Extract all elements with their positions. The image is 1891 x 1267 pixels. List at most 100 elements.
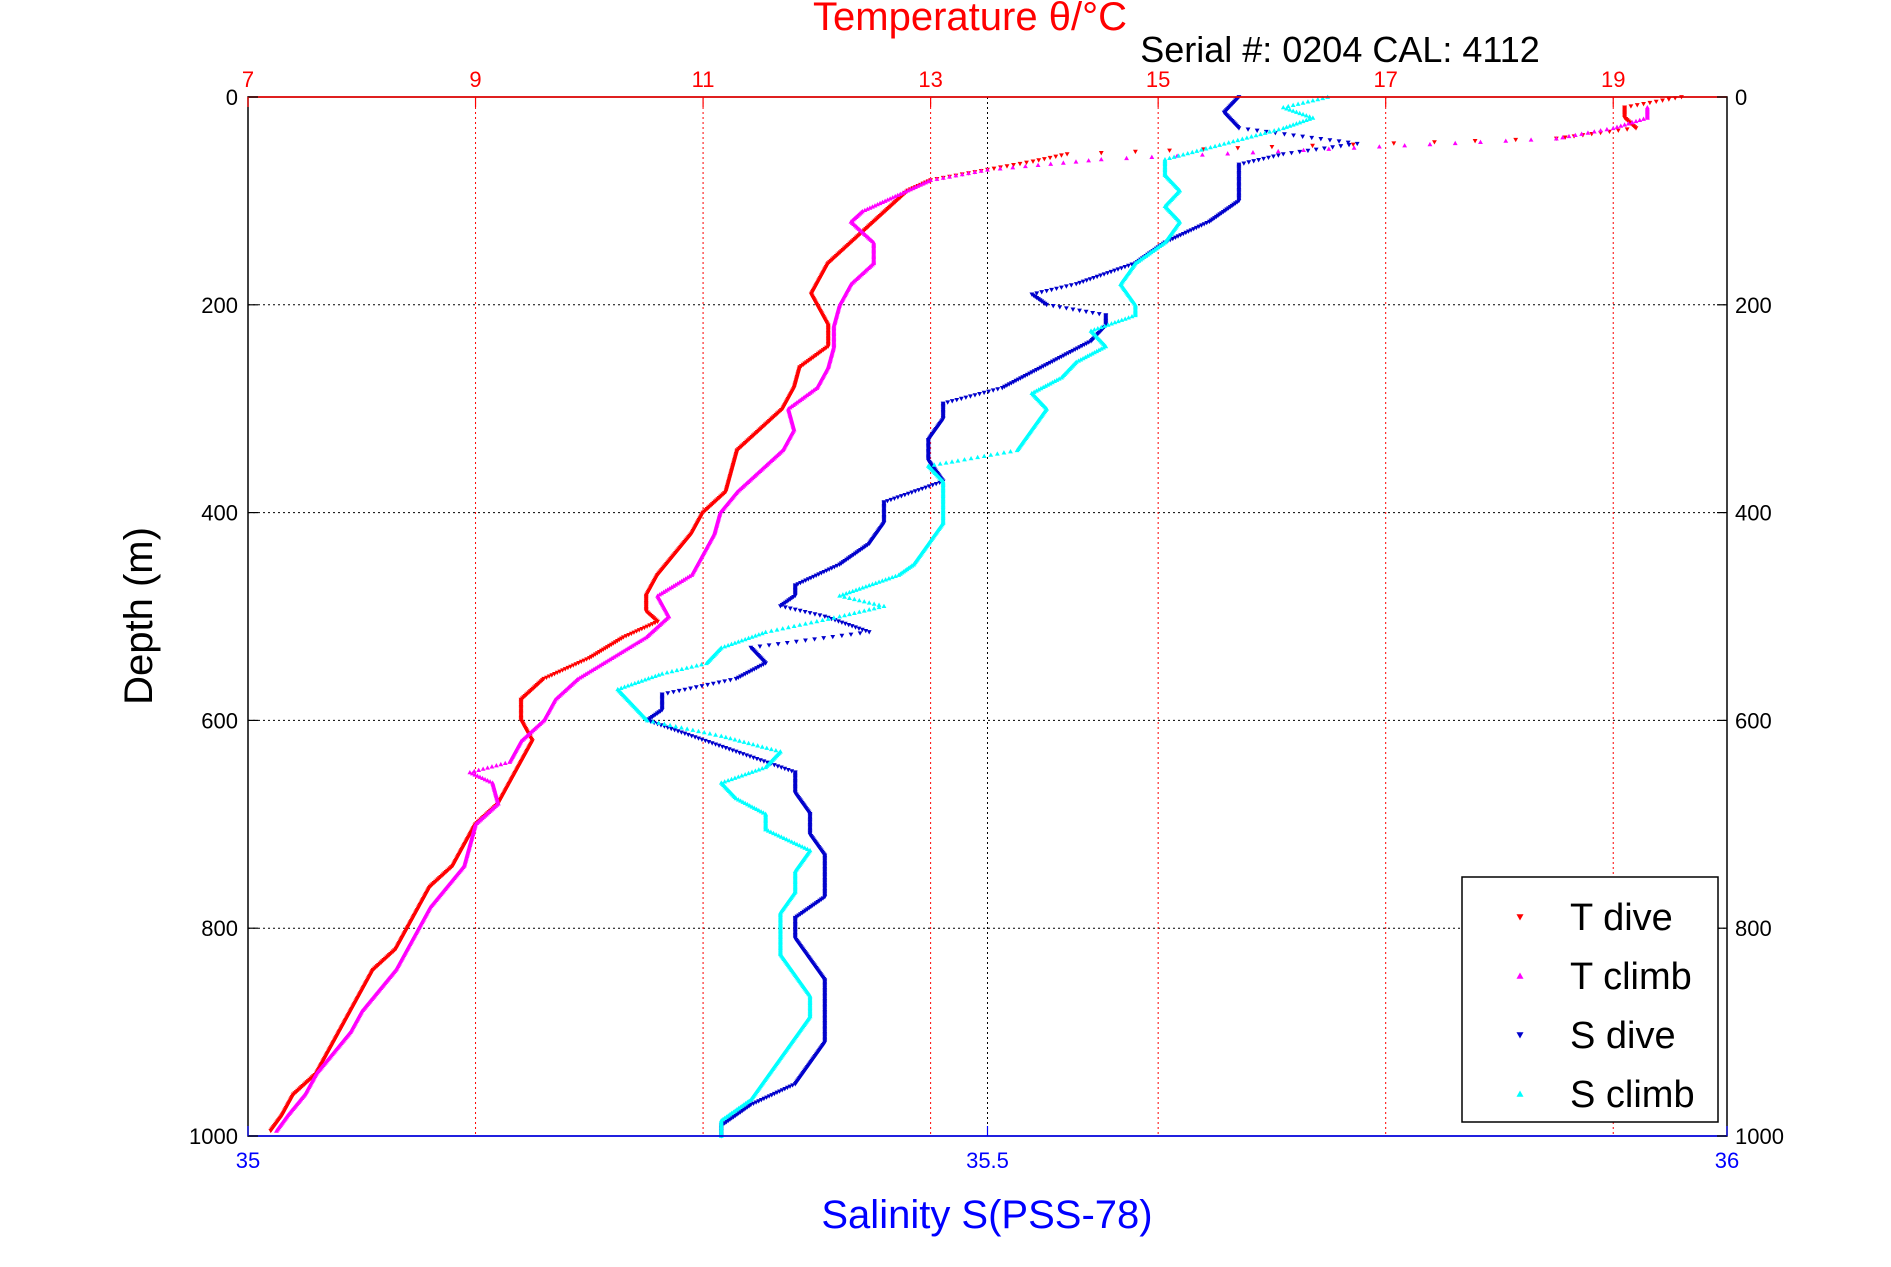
data-point: [577, 675, 583, 680]
data-point: [1189, 149, 1195, 155]
data-point: [797, 622, 803, 627]
data-point: [963, 395, 969, 400]
data-point: [876, 604, 882, 610]
data-point: [880, 199, 885, 204]
data-point: [1307, 114, 1312, 119]
data-point: [803, 578, 809, 583]
temperature-tick-label: 7: [242, 67, 254, 92]
data-point: [1054, 286, 1059, 292]
data-point: [1167, 148, 1172, 153]
data-point: [1092, 327, 1097, 332]
data-point: [1275, 148, 1281, 154]
data-point: [1313, 147, 1319, 152]
salinity-tick-label: 35: [236, 1148, 260, 1173]
data-point: [682, 687, 688, 693]
data-point: [923, 485, 929, 490]
data-point: [805, 846, 810, 851]
depth-tick-label-left: 600: [201, 708, 238, 733]
data-point: [722, 644, 728, 649]
data-point: [674, 667, 680, 673]
data-point: [812, 637, 817, 642]
data-point: [631, 642, 637, 647]
data-point: [821, 636, 827, 641]
data-point: [1109, 321, 1114, 326]
depth-tick-label-right: 600: [1735, 708, 1772, 733]
data-point: [818, 571, 824, 576]
data-point: [1091, 275, 1097, 281]
data-point: [1011, 380, 1017, 385]
data-series: [268, 94, 1684, 1139]
depth-tick-label-left: 400: [201, 501, 238, 526]
data-point: [747, 669, 753, 675]
data-point: [701, 729, 707, 735]
data-point: [639, 637, 645, 642]
data-point: [782, 605, 788, 610]
data-point: [1017, 161, 1023, 167]
data-point: [480, 766, 486, 771]
data-point: [718, 780, 724, 785]
data-point: [650, 719, 656, 724]
data-point: [1029, 390, 1035, 396]
data-point: [1036, 158, 1042, 163]
data-point: [727, 678, 733, 683]
data-point: [1043, 363, 1048, 368]
data-point: [755, 743, 761, 748]
data-point: [771, 830, 776, 836]
data-point: [1175, 234, 1181, 239]
data-point: [716, 743, 722, 748]
data-point: [814, 618, 820, 624]
data-point: [587, 669, 593, 674]
data-point: [1295, 101, 1301, 106]
data-point: [1054, 377, 1060, 382]
data-point: [1199, 223, 1204, 228]
data-point: [656, 720, 662, 725]
data-point: [693, 685, 699, 690]
data-point: [1309, 135, 1315, 141]
data-point: [1615, 128, 1621, 133]
data-point: [1094, 348, 1100, 354]
data-point: [1338, 144, 1344, 149]
data-point: [738, 798, 744, 803]
data-point: [883, 577, 889, 582]
data-point: [793, 639, 799, 645]
legend-label-s-climb: S climb: [1570, 1074, 1695, 1116]
data-point: [775, 764, 781, 769]
data-point: [763, 661, 769, 666]
data-point: [1038, 385, 1044, 391]
data-point: [613, 653, 619, 658]
data-point: [856, 586, 862, 591]
data-point: [1294, 121, 1299, 126]
data-point: [1297, 149, 1303, 155]
data-point: [1653, 99, 1659, 105]
data-point: [822, 614, 828, 619]
data-point: [849, 624, 855, 629]
data-point: [916, 488, 922, 493]
data-point: [679, 666, 685, 671]
data-point: [627, 644, 633, 649]
data-point: [1101, 272, 1107, 277]
data-point: [699, 737, 705, 742]
data-point: [808, 620, 814, 625]
data-point: [1301, 147, 1306, 153]
data-point: [985, 167, 990, 172]
data-point: [759, 630, 765, 636]
depth-tick-label-left: 200: [201, 293, 238, 318]
data-point: [758, 809, 764, 814]
data-point: [1095, 325, 1101, 331]
depth-tick-label-left: 1000: [189, 1124, 238, 1149]
data-point: [1346, 142, 1352, 148]
data-point: [1180, 152, 1186, 157]
data-point: [1251, 159, 1257, 164]
data-point: [870, 581, 875, 587]
data-point: [1201, 222, 1207, 227]
data-point: [1284, 124, 1289, 129]
data-point: [919, 486, 925, 492]
data-point: [803, 638, 808, 643]
data-point: [1610, 125, 1616, 131]
data-point: [784, 640, 790, 646]
data-point: [676, 688, 682, 694]
data-point: [549, 673, 555, 678]
data-point: [498, 761, 504, 767]
data-point: [552, 672, 557, 677]
